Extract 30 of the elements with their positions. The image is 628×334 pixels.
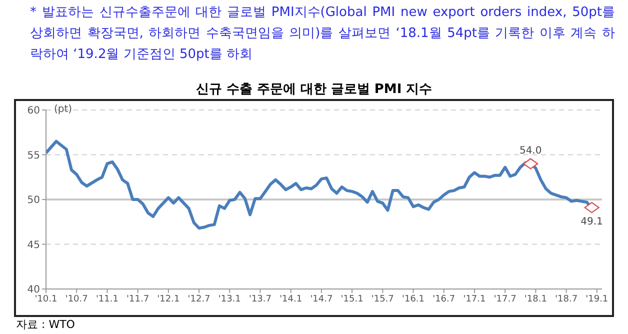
x-tick-label: '19.1 (586, 294, 608, 304)
x-tick-label: '11.1 (96, 294, 118, 304)
x-tick-label: '15.7 (371, 294, 394, 304)
x-tick-label: '14.7 (310, 294, 333, 304)
x-tick-label: '10.7 (65, 294, 88, 304)
x-tick-label: '12.1 (157, 294, 180, 304)
chart-title: 신규 수출 주문에 대한 글로벌 PMI 지수 (194, 81, 434, 98)
y-tick-label: 55 (27, 150, 40, 162)
x-tick-label: '12.7 (188, 294, 210, 304)
x-tick-label: '14.1 (280, 294, 302, 304)
y-tick-label: 60 (27, 106, 40, 117)
x-tick-label: '18.1 (524, 294, 547, 304)
chart-subtitle: * 발표하는 신규수출주문에 대한 글로벌 PMI지수(Global PMI new export orders index, 50pt를 상회하면 확장국면, 하회하면 수축국면임을 의미)를 살펴보면 ‘18.1월 54pt를 기록한 이후 계속 하락하여 ‘19.2월 기준점인 50pt를 하회 (30, 4, 615, 64)
y-tick-label: 40 (27, 284, 40, 296)
x-tick-label: '15.1 (340, 294, 364, 304)
annotation: 49.1 (580, 216, 603, 228)
x-tick-label: '11.7 (126, 294, 150, 304)
x-tick-label: '16.1 (402, 294, 425, 304)
y-tick-label: 50 (27, 195, 40, 206)
x-tick-label: '13.7 (248, 294, 272, 304)
annotation: 54.0 (519, 146, 542, 157)
y-axis-title: (pt) (54, 104, 72, 115)
y-tick-label: 45 (27, 240, 40, 251)
x-tick-label: '16.7 (432, 294, 456, 304)
x-tick-label: '17.1 (463, 294, 486, 304)
x-tick-label: '10.1 (34, 294, 58, 304)
x-tick-label: '18.7 (555, 294, 578, 304)
x-tick-label: '17.7 (494, 294, 516, 304)
text: 자료 : WTO (16, 317, 75, 332)
x-tick-label: '13.1 (218, 294, 241, 304)
